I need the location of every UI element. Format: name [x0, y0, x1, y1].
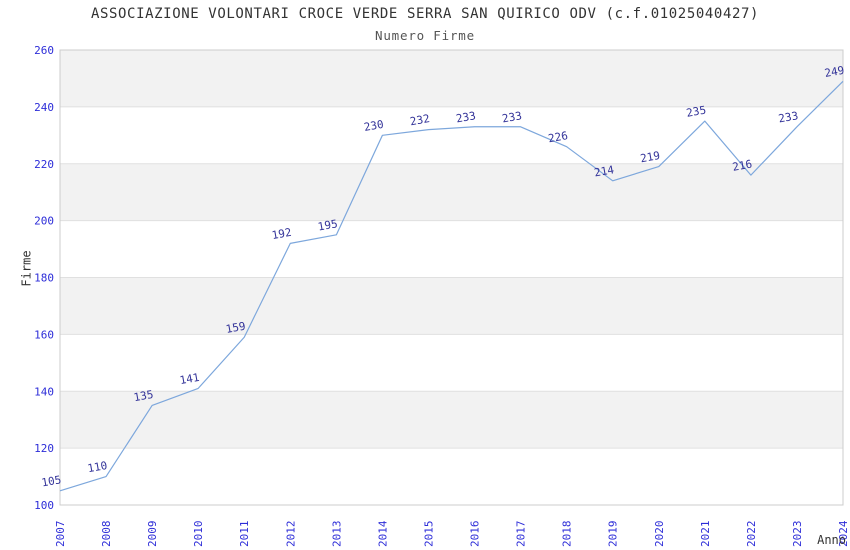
x-tick-label: 2023 [791, 521, 804, 548]
y-axis-title: Firme [19, 250, 34, 287]
y-tick-label: 160 [34, 328, 54, 341]
grid-band [60, 50, 843, 107]
data-label: 141 [179, 371, 201, 387]
data-label: 226 [547, 129, 569, 145]
data-label: 105 [40, 473, 62, 489]
data-label: 249 [823, 64, 845, 80]
x-axis-title: Anno [817, 533, 846, 547]
y-tick-label: 180 [34, 272, 54, 285]
x-tick-label: 2017 [515, 521, 528, 548]
x-tick-label: 2020 [653, 521, 666, 548]
y-tick-label: 200 [34, 215, 54, 228]
x-tick-label: 2016 [469, 521, 482, 548]
x-tick-label: 2012 [284, 521, 297, 548]
x-tick-label: 2009 [146, 521, 159, 548]
data-label: 230 [363, 118, 385, 134]
data-label: 232 [409, 112, 431, 128]
data-label: 219 [639, 149, 661, 165]
y-tick-label: 220 [34, 158, 54, 171]
chart-subtitle: Numero Firme [375, 28, 475, 43]
x-tick-label: 2019 [607, 521, 620, 548]
data-line [59, 80, 844, 492]
y-tick-label: 260 [34, 44, 54, 57]
data-label: 233 [777, 109, 799, 125]
data-label: 195 [317, 217, 339, 233]
y-tick-label: 120 [34, 442, 54, 455]
grid-band [60, 163, 843, 221]
data-label: 192 [271, 226, 293, 242]
data-label: 110 [87, 459, 109, 475]
x-tick-label: 2022 [745, 521, 758, 548]
data-label: 233 [455, 109, 477, 125]
y-tick-label: 100 [34, 499, 54, 512]
data-label: 135 [133, 388, 155, 404]
y-tick-label: 240 [34, 101, 54, 114]
x-tick-label: 2011 [238, 521, 251, 548]
data-label: 159 [225, 320, 247, 336]
data-label: 216 [731, 158, 753, 174]
plot-border [59, 49, 844, 506]
x-tick-label: 2007 [54, 521, 67, 548]
x-tick-label: 2018 [561, 521, 574, 548]
data-label: 214 [593, 163, 615, 179]
x-tick-label: 2021 [699, 521, 712, 548]
grid-band [60, 391, 843, 449]
x-tick-label: 2015 [422, 521, 435, 548]
x-tick-label: 2008 [100, 521, 113, 548]
chart-title: ASSOCIAZIONE VOLONTARI CROCE VERDE SERRA… [90, 6, 760, 22]
data-label: 235 [685, 104, 707, 120]
x-tick-label: 2014 [376, 520, 389, 547]
x-tick-label: 2010 [192, 521, 205, 548]
x-tick-label: 2024 [837, 520, 850, 547]
x-tick-label: 2013 [330, 521, 343, 548]
y-tick-label: 140 [34, 385, 54, 398]
grid-band [60, 277, 843, 335]
data-label: 233 [501, 109, 523, 125]
